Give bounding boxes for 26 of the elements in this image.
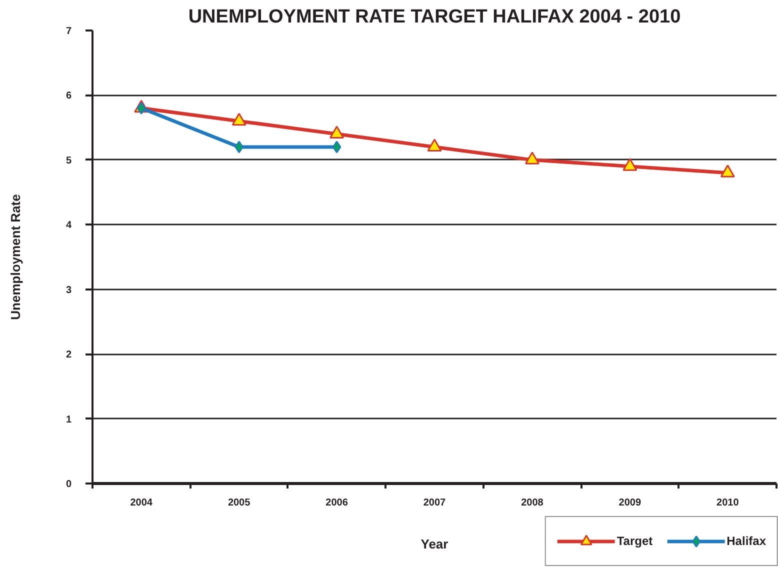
x-tick-label: 2005 — [228, 498, 251, 508]
y-tick-label: 5 — [66, 155, 72, 166]
y-tick-label: 3 — [66, 284, 72, 296]
y-tick-label: 4 — [66, 220, 72, 232]
point — [720, 164, 735, 178]
x-tick-label: 2004 — [130, 498, 153, 508]
y-tick-label: 6 — [66, 90, 72, 102]
y-tick-label: 0 — [66, 479, 72, 490]
point — [427, 138, 442, 152]
x-tick-label: 2009 — [618, 498, 642, 508]
point — [330, 126, 344, 139]
point — [622, 158, 638, 171]
point — [232, 112, 246, 126]
y-tick-label: 7 — [66, 26, 72, 37]
point — [524, 152, 540, 164]
legend-label: Halifax — [726, 534, 766, 548]
x-tick-label: 2006 — [326, 498, 348, 508]
chart-title: UNEMPLOYMENT RATE TARGET HALIFAX 2004 - 2010 — [188, 6, 681, 28]
y-tick-label: 2 — [66, 350, 72, 361]
legend-label: Target — [616, 534, 653, 548]
x-tick-label: 2007 — [423, 498, 446, 508]
y-axis-title: Unemployment Rate — [8, 194, 23, 320]
x-axis-title: Year — [420, 536, 448, 552]
x-tick-label: 2010 — [716, 498, 740, 508]
y-tick-label: 1 — [66, 414, 72, 426]
x-tick-label: 2008 — [521, 498, 544, 508]
